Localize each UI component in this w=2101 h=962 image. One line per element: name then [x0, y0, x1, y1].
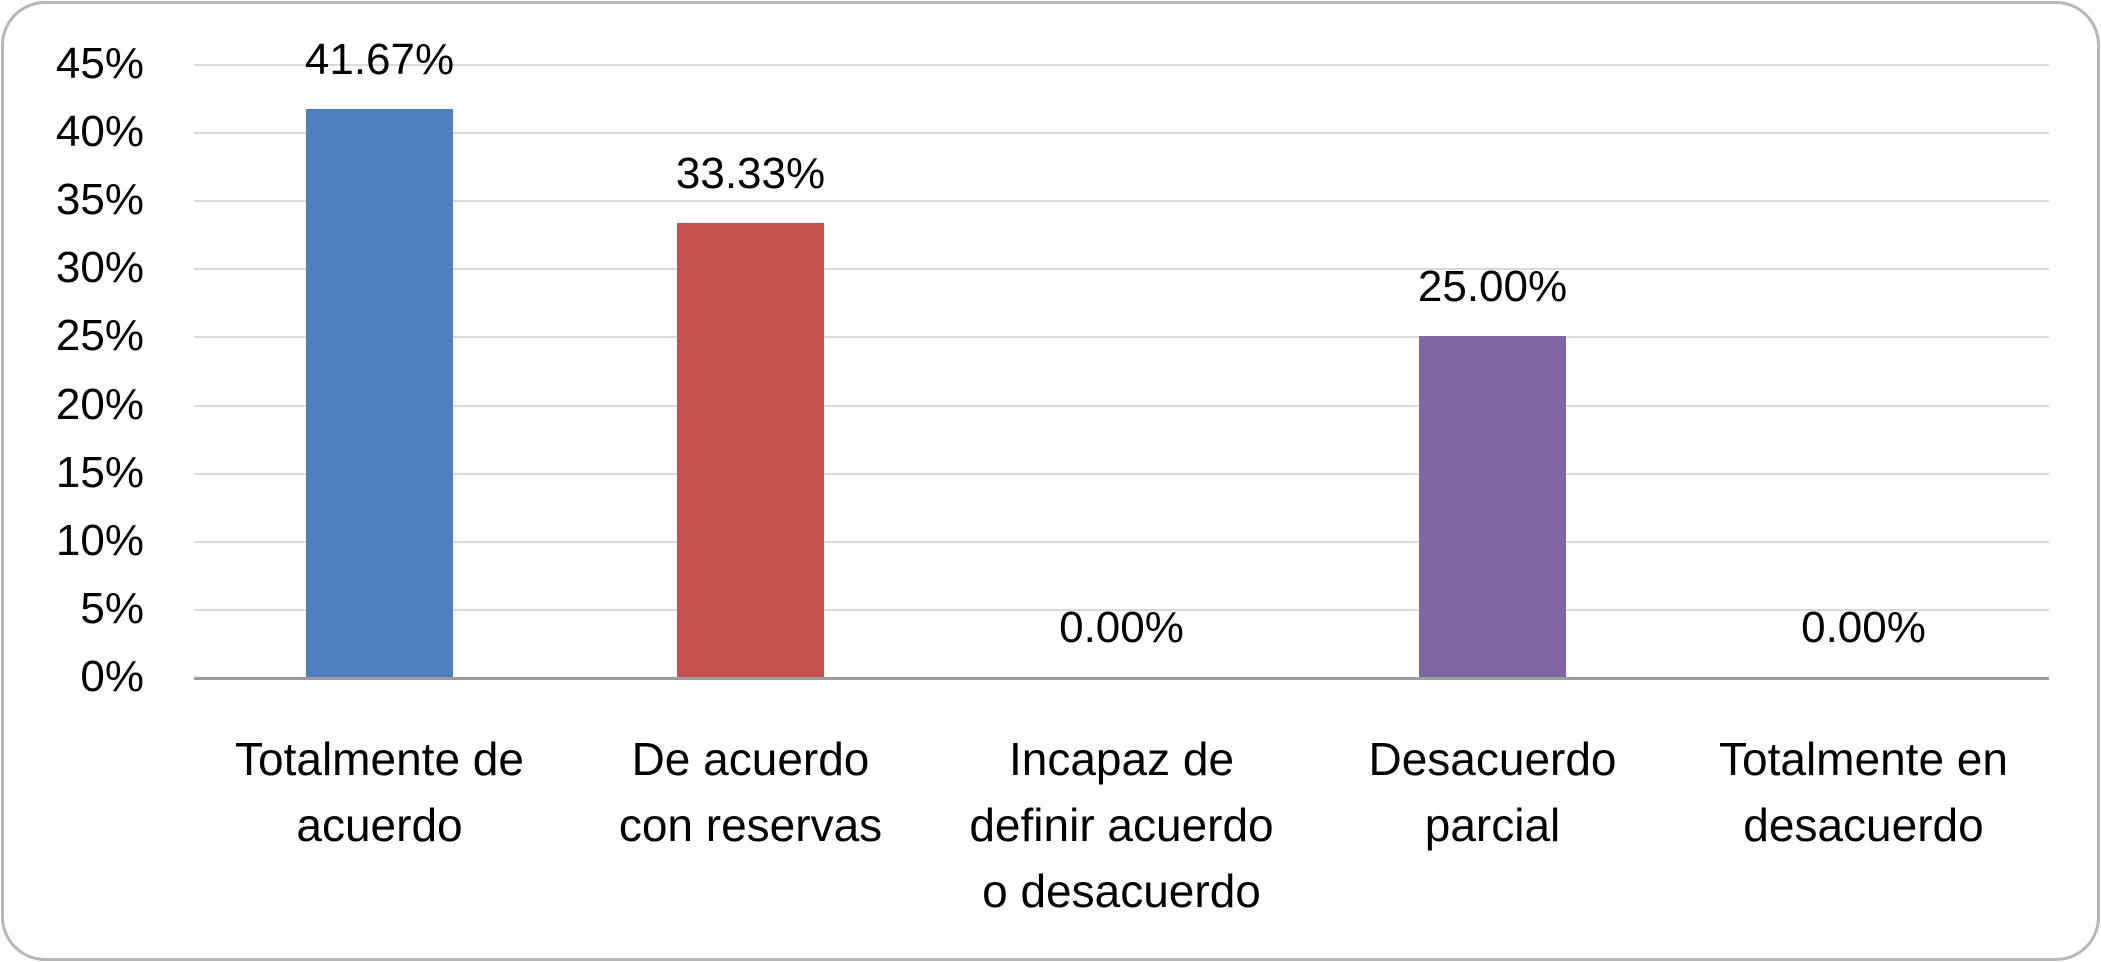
bar-value-label: 0.00% — [1801, 603, 1926, 652]
y-tick-label: 25% — [55, 311, 144, 361]
y-tick-label: 35% — [55, 175, 144, 225]
bar — [1419, 336, 1566, 677]
category-label: Totalmente de acuerdo — [235, 733, 524, 851]
bar — [306, 109, 453, 677]
bar-value-label: 0.00% — [1059, 603, 1184, 652]
x-axis-line — [194, 677, 2049, 680]
bar-value-label: 33.33% — [675, 148, 826, 198]
gridline — [194, 200, 2049, 203]
plot-area: 41.67% 33.33% 0.00% 25.00% 0.00% — [194, 38, 2049, 680]
bar-value-label: 25.00% — [1417, 262, 1568, 312]
gridline — [194, 404, 2049, 407]
gridline — [194, 268, 2049, 271]
category-label: De acuerdo con reservas — [618, 733, 883, 851]
gridline — [194, 608, 2049, 611]
gridline — [194, 132, 2049, 135]
y-tick-label: 15% — [55, 447, 144, 497]
category-label: Totalmente en desacuerdo — [1719, 733, 2008, 851]
y-tick-label: 0% — [80, 652, 144, 701]
gridline — [194, 472, 2049, 475]
category-label: Desacuerdo parcial — [1368, 733, 1617, 851]
y-tick-label: 30% — [55, 243, 144, 293]
y-tick-label: 5% — [80, 583, 144, 633]
gridline — [194, 336, 2049, 339]
bar — [677, 222, 824, 677]
gridline — [194, 64, 2049, 66]
bar-value-label: 41.67% — [304, 35, 455, 85]
gridline — [194, 540, 2049, 543]
y-tick-label: 45% — [55, 39, 144, 88]
category-label: Incapaz de definir acuerdo o desacuerdo — [969, 733, 1274, 917]
y-tick-label: 20% — [55, 379, 144, 429]
y-tick-label: 10% — [55, 515, 144, 565]
y-tick-label: 40% — [55, 107, 144, 157]
